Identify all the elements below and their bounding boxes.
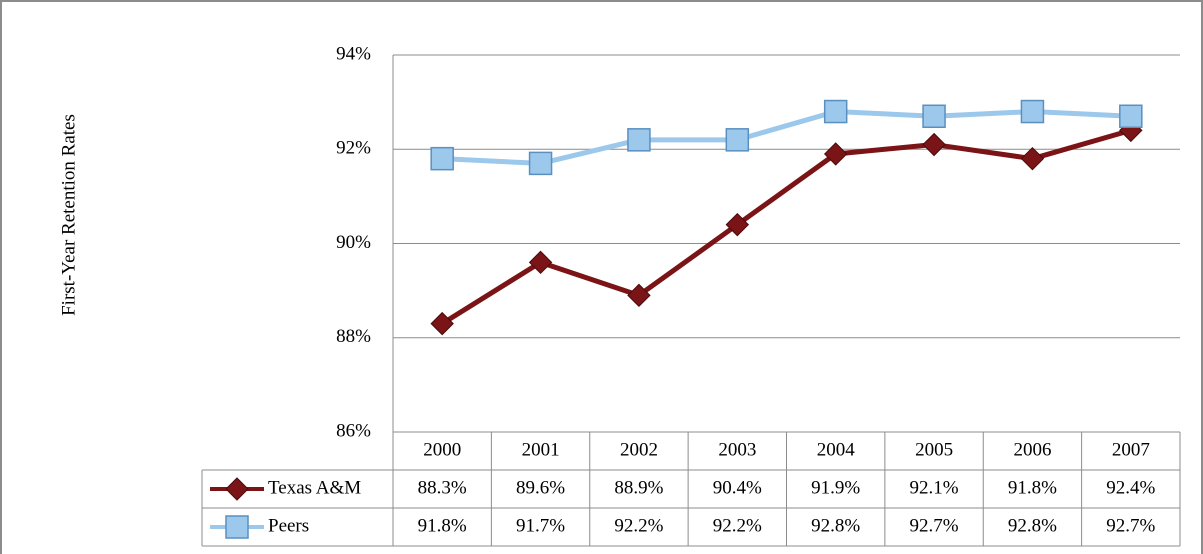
x-tick-label: 2005 [915, 439, 953, 460]
point [1119, 104, 1143, 129]
x-tick-label: 2002 [620, 439, 658, 460]
x-tick-label: 2003 [718, 439, 756, 460]
table-value: 92.1% [910, 477, 959, 498]
legend-label: Texas A&M [268, 477, 361, 498]
point [725, 128, 750, 152]
point [1020, 99, 1045, 124]
table-value: 91.8% [418, 515, 467, 536]
table-value: 91.9% [811, 477, 860, 498]
point [922, 132, 946, 157]
y-tick-label: 94% [336, 43, 371, 64]
y-tick-label: 92% [336, 138, 371, 159]
table-value: 89.6% [516, 477, 565, 498]
table-value: 91.8% [1008, 477, 1057, 498]
point [922, 104, 946, 129]
table-value: 92.2% [713, 515, 762, 536]
x-tick-label: 2004 [817, 439, 856, 460]
point [430, 146, 454, 171]
table-value: 88.3% [418, 477, 467, 498]
y-tick-label: 86% [336, 420, 371, 441]
table-value: 92.7% [1106, 515, 1155, 536]
table-value: 92.4% [1106, 477, 1155, 498]
table-value: 88.9% [614, 477, 663, 498]
table-value: 92.8% [1008, 515, 1057, 536]
x-tick-label: 2006 [1013, 439, 1051, 460]
point [430, 311, 454, 336]
series-line [442, 109, 1131, 166]
point [528, 250, 553, 275]
point [1020, 146, 1045, 171]
point [627, 283, 651, 308]
point [823, 142, 848, 166]
legend-marker [225, 515, 249, 539]
x-tick-label: 2001 [522, 439, 560, 460]
point [725, 212, 750, 237]
x-tick-label: 2007 [1112, 439, 1150, 460]
x-tick-label: 2000 [423, 439, 461, 460]
point [627, 128, 651, 152]
y-tick-label: 88% [336, 326, 371, 347]
table-value: 90.4% [713, 477, 762, 498]
table-value: 92.2% [614, 515, 663, 536]
point [823, 99, 848, 124]
y-axis-label: First-Year Retention Rates [58, 114, 79, 316]
table-value: 92.8% [811, 515, 860, 536]
y-tick-label: 90% [336, 232, 371, 253]
table-value: 91.7% [516, 515, 565, 536]
series-line [440, 127, 1132, 326]
legend-marker [225, 477, 249, 501]
legend-label: Peers [268, 515, 309, 536]
point [528, 151, 553, 176]
table-value: 92.7% [910, 515, 959, 536]
